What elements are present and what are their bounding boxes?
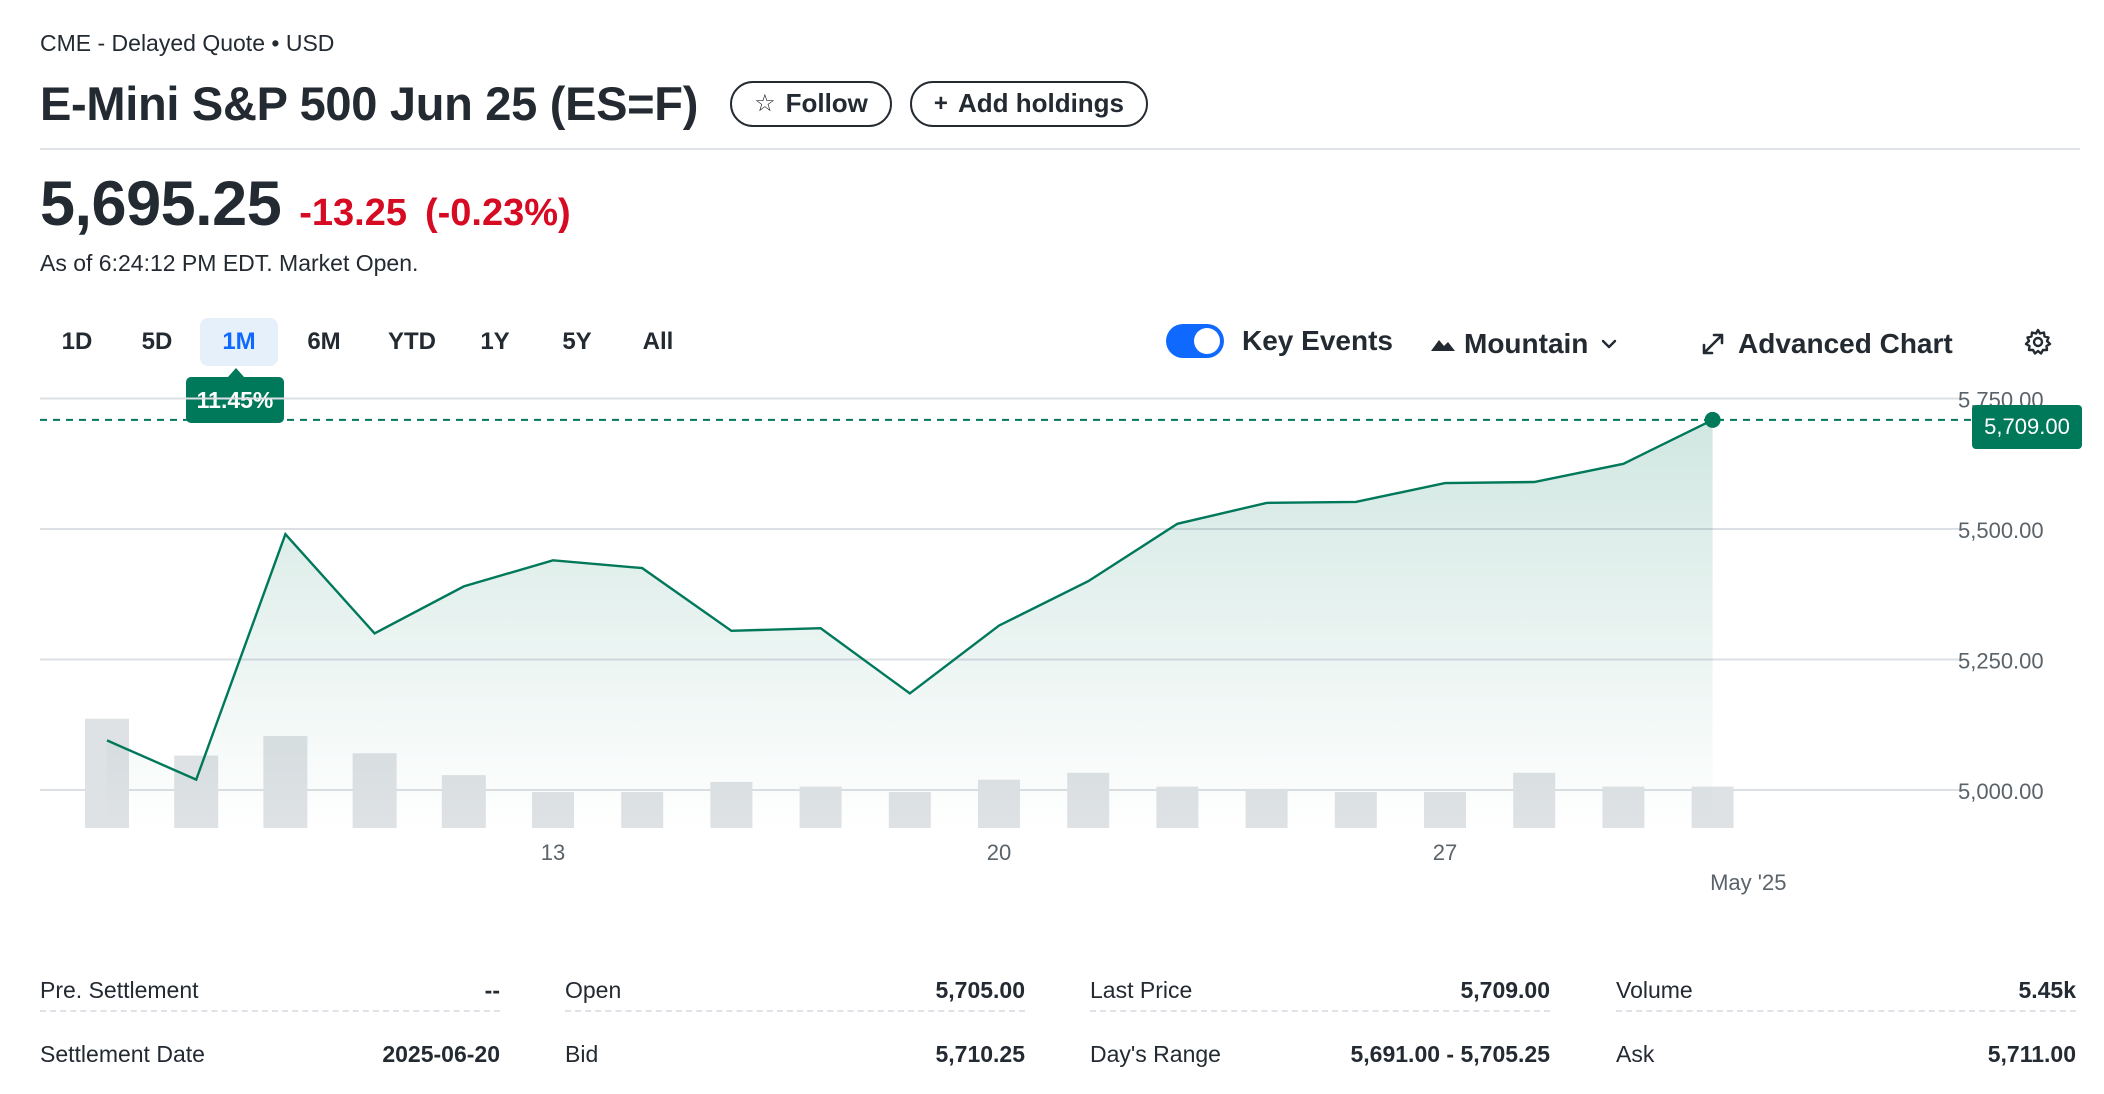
- tab-6m[interactable]: 6M: [307, 328, 341, 355]
- stat-settlement-date: Settlement Date 2025-06-20: [40, 1034, 500, 1074]
- tab-5d[interactable]: 5D: [141, 328, 173, 355]
- x-axis-ticks: 13 20 27 May '25: [541, 840, 1787, 895]
- stat-label: Bid: [565, 1040, 599, 1067]
- toggle-knob: [1194, 328, 1220, 354]
- meta-separator: •: [271, 30, 280, 56]
- stat-open: Open 5,705.00: [565, 970, 1025, 1012]
- stat-value: 5,711.00: [1987, 1040, 2076, 1067]
- y-axis-ticks: 5,750.005,500.005,250.005,000.00: [1958, 388, 2044, 805]
- last-price-dot: [1704, 411, 1721, 428]
- toggle-switch[interactable]: [1166, 324, 1224, 358]
- chart-settings-button[interactable]: [2024, 328, 2052, 361]
- stat-ask: Ask 5,711.00: [1616, 1034, 2076, 1074]
- stat-label: Day's Range: [1090, 1040, 1221, 1067]
- stat-value: 5,705.00: [935, 976, 1025, 1003]
- price-change: -13.25: [299, 192, 407, 234]
- price-area: [107, 419, 1713, 830]
- stat-value: 5.45k: [2018, 976, 2076, 1003]
- stat-value: 5,691.00 - 5,705.25: [1350, 1040, 1551, 1067]
- tab-1y[interactable]: 1Y: [480, 328, 510, 355]
- tab-5y[interactable]: 5Y: [562, 328, 592, 355]
- x-tick-label: May '25: [1710, 870, 1786, 895]
- price-change-percent: (-0.23%): [424, 192, 571, 234]
- stat-bid: Bid 5,710.25: [565, 1034, 1025, 1074]
- gear-icon: [2024, 328, 2052, 355]
- advanced-chart-button[interactable]: Advanced Chart: [1700, 328, 1953, 360]
- price-line: [106, 418, 1714, 782]
- advanced-chart-label: Advanced Chart: [1738, 328, 1953, 359]
- price-row: 5,695.25 -13.25 (-0.23%): [40, 168, 589, 240]
- add-holdings-button[interactable]: + Add holdings: [909, 80, 1149, 127]
- tab-ytd[interactable]: YTD: [388, 328, 436, 355]
- y-tick-label: 5,000.00: [1958, 779, 2044, 804]
- tab-all[interactable]: All: [642, 328, 674, 355]
- stat-label: Volume: [1616, 976, 1693, 1003]
- follow-button[interactable]: ☆ Follow: [730, 80, 892, 127]
- tab-1d[interactable]: 1D: [61, 328, 93, 355]
- add-holdings-label: Add holdings: [957, 88, 1125, 118]
- chart-type-dropdown[interactable]: Mountain: [1430, 328, 1618, 360]
- as-of-timestamp: As of 6:24:12 PM EDT. Market Open.: [40, 250, 419, 276]
- stat-label: Ask: [1616, 1040, 1655, 1067]
- stat-value: 5,709.00: [1460, 976, 1550, 1003]
- current-price: 5,695.25: [40, 169, 282, 239]
- x-tick-label: 13: [541, 840, 565, 865]
- stat-days-range: Day's Range 5,691.00 - 5,705.25: [1090, 1034, 1550, 1074]
- expand-icon: [1702, 333, 1724, 355]
- stat-label: Pre. Settlement: [40, 976, 199, 1003]
- follow-label: Follow: [785, 88, 868, 118]
- plus-icon: +: [933, 89, 948, 117]
- page-title: E-Mini S&P 500 Jun 25 (ES=F): [40, 77, 699, 130]
- header-divider: [40, 148, 2080, 150]
- tab-1m[interactable]: 1M: [200, 318, 278, 366]
- currency-label: USD: [285, 30, 335, 56]
- stat-pre-settlement: Pre. Settlement --: [40, 970, 500, 1012]
- stat-last-price: Last Price 5,709.00: [1090, 970, 1550, 1012]
- range-tabs: 1D 5D 1M 6M YTD 1Y 5Y All: [40, 318, 692, 366]
- last-price-label: 5,709.00: [1972, 405, 2082, 449]
- period-change-badge: 11.45%: [186, 368, 284, 423]
- x-tick-label: 20: [987, 840, 1011, 865]
- stat-label: Settlement Date: [40, 1040, 205, 1067]
- stat-value: --: [484, 976, 500, 1003]
- price-chart[interactable]: 5,750.005,500.005,250.005,000.00 13 20 27M…: [0, 380, 2104, 920]
- key-events-label: Key Events: [1242, 325, 1393, 356]
- exchange-label: CME - Delayed Quote: [40, 30, 265, 56]
- chart-type-label: Mountain: [1464, 328, 1589, 359]
- stat-value: 2025-06-20: [382, 1040, 500, 1067]
- quote-meta: CME - Delayed Quote • USD: [40, 30, 334, 57]
- chevron-down-icon: [1602, 339, 1617, 349]
- stat-value: 5,710.25: [935, 1040, 1025, 1067]
- y-tick-label: 5,250.00: [1958, 649, 2044, 674]
- star-icon: ☆: [754, 90, 776, 117]
- stat-label: Open: [565, 976, 622, 1003]
- stat-volume: Volume 5.45k: [1616, 970, 2076, 1012]
- key-events-toggle[interactable]: Key Events: [1166, 324, 1393, 358]
- y-tick-label: 5,500.00: [1958, 518, 2044, 543]
- title-row: E-Mini S&P 500 Jun 25 (ES=F) ☆ Follow + …: [40, 76, 1166, 131]
- mountain-icon: [1431, 340, 1455, 351]
- x-tick-label: 27: [1433, 840, 1457, 865]
- stat-label: Last Price: [1090, 976, 1193, 1003]
